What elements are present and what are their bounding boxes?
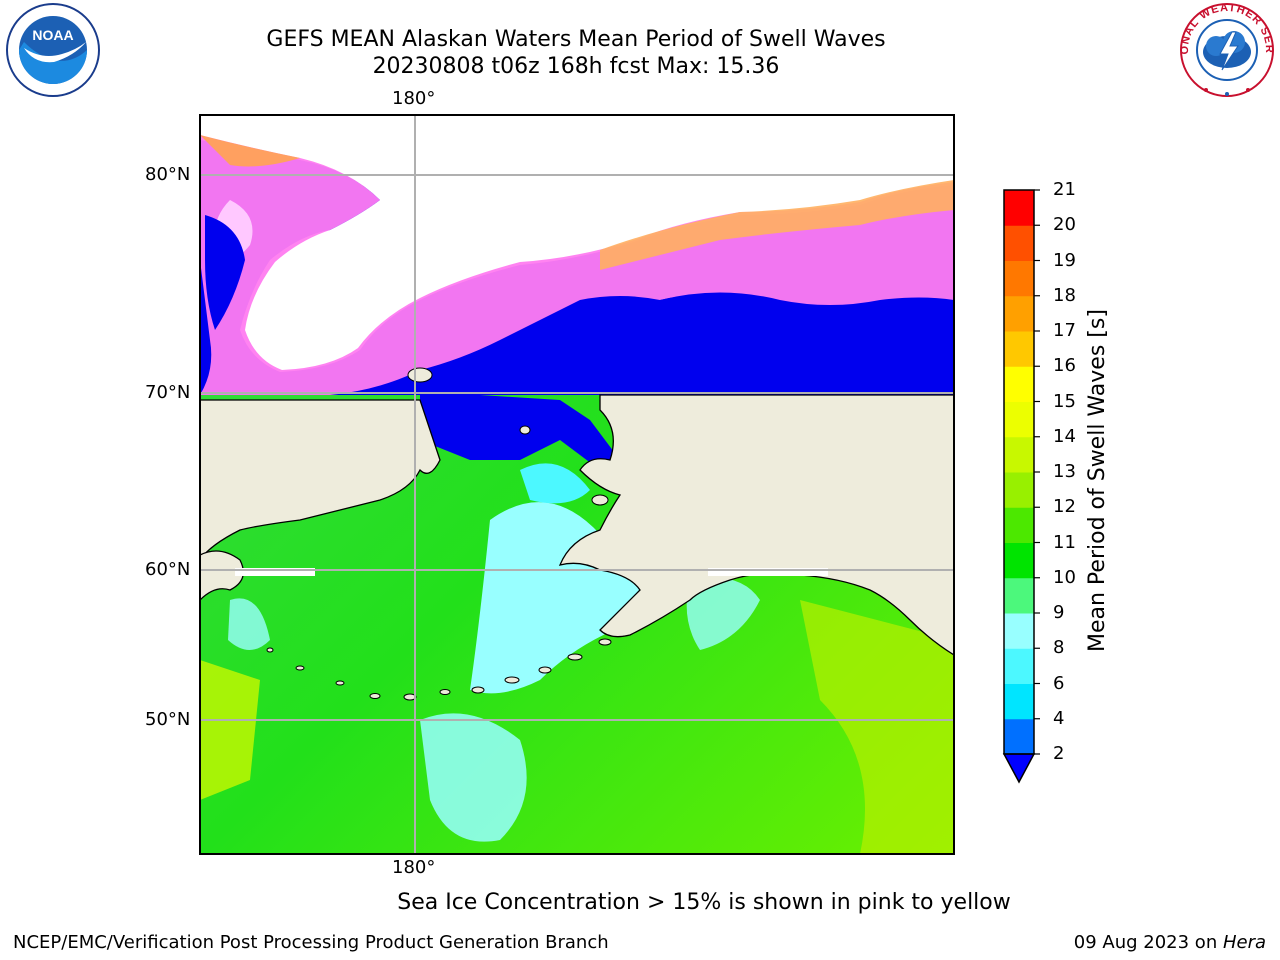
colorbar-tick-label: 16	[1053, 355, 1076, 377]
lat-label-80: 80°N	[145, 164, 191, 185]
graticule	[200, 115, 954, 854]
colorbar-segment	[1004, 718, 1034, 755]
colorbar-tick-label: 11	[1053, 531, 1076, 553]
colorbar-segment	[1004, 436, 1034, 473]
colorbar-tick-label: 9	[1053, 602, 1065, 623]
footer-date: 09 Aug 2023 on Hera	[1074, 932, 1266, 953]
colorbar-tick-label: 8	[1053, 637, 1065, 659]
lat-label-60: 60°N	[145, 559, 191, 580]
colorbar-label: Mean Period of Swell Waves [s]	[1085, 309, 1110, 652]
colorbar-segment	[1004, 648, 1034, 684]
colorbar-segment	[1004, 613, 1034, 649]
colorbar-tick-label: 4	[1053, 707, 1065, 729]
lat-label-70: 70°N	[145, 382, 191, 403]
footer-credit: NCEP/EMC/Verification Post Processing Pr…	[13, 932, 609, 953]
sea-ice-note-text: Sea Ice Concentration > 15% is shown in …	[397, 890, 1011, 915]
lat-label-50: 50°N	[145, 709, 191, 730]
colorbar-extend-arrow	[1002, 753, 1036, 784]
colorbar-segment	[1004, 401, 1034, 438]
colorbar-tick-label: 21	[1053, 179, 1076, 200]
colorbar-segment	[1004, 683, 1034, 720]
colorbar-tick-label: 10	[1053, 566, 1076, 588]
colorbar-segment	[1004, 331, 1034, 367]
colorbar-tick-label: 15	[1053, 390, 1076, 412]
colorbar-segment	[1004, 507, 1034, 543]
noaa-logo: NOAA	[6, 3, 100, 97]
alaska-landmass	[558, 394, 954, 656]
colorbar-tick-label: 6	[1053, 672, 1065, 694]
lon-label-bottom: 180°	[392, 857, 436, 878]
colorbar-segment	[1004, 225, 1034, 261]
colorbar-tick-label: 20	[1053, 214, 1076, 236]
colorbar-tick-label: 2	[1053, 743, 1065, 764]
footer-date-text: 09 Aug 2023 on	[1073, 932, 1223, 953]
sea-ice-band	[200, 135, 954, 395]
lon-label-top: 180°	[392, 88, 436, 109]
colorbar-tick-label: 13	[1053, 461, 1076, 482]
siberia-landmass	[200, 399, 441, 562]
colorbar-tick-label: 12	[1053, 496, 1076, 518]
colorbar-segment	[1004, 295, 1034, 332]
sea-ice-note: Sea Ice Concentration > 15% is shown in …	[0, 890, 1280, 915]
footer-host: Hera	[1222, 932, 1266, 953]
colorbar-tick-label: 17	[1053, 320, 1076, 341]
colorbar	[1002, 189, 1040, 784]
colorbar-tick-label: 14	[1053, 425, 1076, 447]
map-frame	[199, 114, 955, 855]
colorbar-segment	[1004, 577, 1034, 614]
map-title: GEFS MEAN Alaskan Waters Mean Period of …	[266, 27, 886, 52]
colorbar-segment	[1004, 190, 1034, 226]
colorbar-segment	[1004, 260, 1034, 297]
map-subtitle: 20230808 t06z 168h fcst Max: 15.36	[372, 54, 780, 79]
colorbar-segment	[1004, 366, 1034, 402]
colorbar-tick-label: 18	[1053, 284, 1076, 306]
colorbar-segment	[1004, 472, 1034, 508]
colorbar-segment	[1004, 542, 1034, 579]
colorbar-tick-label: 19	[1053, 249, 1076, 271]
noaa-logo-text: NOAA	[32, 27, 73, 43]
nws-logo: NATIONAL WEATHER SERVICE	[1176, 2, 1274, 97]
